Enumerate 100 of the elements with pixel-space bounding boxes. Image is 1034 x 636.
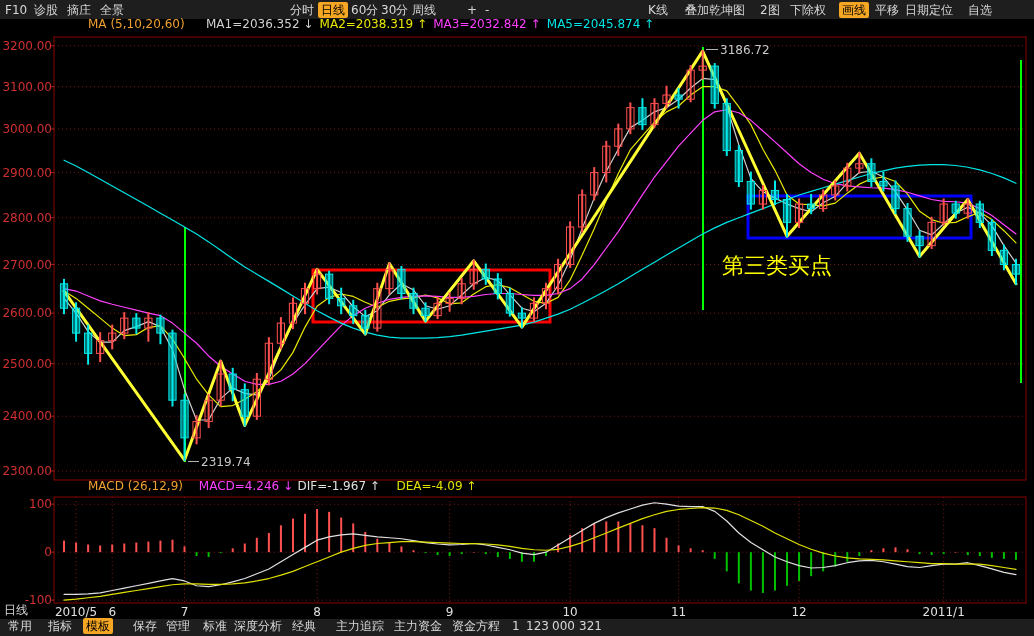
candlestick [156,314,165,345]
y-tick-label: 2700.00 [2,257,52,272]
bar [207,552,210,557]
candlestick [120,312,129,340]
text: 日线 [4,603,28,617]
candlestick [602,140,611,183]
candlestick [457,277,466,305]
candlestick [758,184,768,210]
text: F10 [5,3,28,17]
text: 叠加乾坤图 [685,3,745,17]
candlestick [168,329,177,407]
bar [532,552,535,562]
text: 下除权 [790,3,826,17]
text: 1 [512,619,520,633]
candlestick [794,198,804,228]
candlestick [337,287,346,315]
candlestick [638,98,647,130]
text: 000 [552,619,575,633]
candlestick [276,317,286,350]
bar [810,552,813,577]
candlestick [240,383,249,427]
bar [761,552,764,593]
annotation: 2319.74 [201,455,251,469]
candlestick [566,221,575,268]
bar [436,552,439,556]
candlestick [252,373,261,420]
bar [496,552,499,557]
bar [966,552,969,556]
bar [978,552,981,556]
text: 60分 [351,3,379,17]
candlestick [409,287,418,315]
bar [63,540,66,553]
text: 保存 [133,619,157,633]
bar [713,552,716,559]
bar [773,552,776,591]
text: MA5=2045.874 ↑ [546,17,655,31]
candlestick [108,324,117,350]
text: 30分 [381,3,409,17]
candlestick [325,270,334,305]
bar [858,552,861,556]
text: 深度分析 [234,619,282,633]
bar [629,523,632,553]
candlestick [469,259,478,290]
candlestick [722,98,731,156]
series-label: MACD=4.246 ↓ [198,479,294,493]
candlestick [710,63,719,109]
text: + [467,3,478,17]
x-tick-label: 10 [562,605,578,619]
candlestick [662,85,671,109]
candlestick [614,123,623,156]
x-tick-label: 7 [180,605,189,619]
bar [328,511,331,553]
text: 诊股 [34,3,58,17]
text: 自选 [968,3,992,17]
candlestick [373,282,382,332]
bar [508,552,511,559]
bar [195,552,198,556]
bar [930,552,933,556]
candlestick [553,258,563,295]
bar [990,552,993,558]
bar [171,539,174,553]
candlestick [541,282,551,310]
candlestick [204,393,213,428]
text: 主力追踪 [336,619,384,633]
bar [340,517,343,553]
candlestick [951,200,960,219]
bar [316,508,319,553]
bar [448,552,451,556]
text: 分时 [290,3,314,17]
candlestick [782,193,792,238]
candlestick [590,167,599,201]
candlestick [96,332,105,363]
candlestick [385,262,394,295]
candlestick [361,309,370,336]
candlestick [71,302,81,342]
bar [183,546,186,553]
candlestick [999,244,1009,271]
bar [798,552,801,581]
candlestick [831,180,840,201]
text: 日期定位 [905,3,953,17]
candlestick [517,307,527,329]
annotation: 3186.72 [720,43,770,57]
candlestick [421,302,430,323]
legend-title: MA (5,10,20,60) [88,17,185,31]
candlestick [1011,258,1021,285]
y-tick-label: 3100.00 [2,79,52,94]
bar [1002,552,1005,559]
candlestick [626,102,635,135]
bar [882,548,885,553]
bar [617,521,620,553]
candlestick [505,287,514,317]
candlestick [987,219,996,257]
x-tick-label: 9 [445,605,454,619]
bar [400,546,403,553]
text: DEA=-4.09 ↑ [396,479,477,493]
candlestick [963,198,972,219]
x-tick-label: 8 [313,605,321,619]
candlestick [433,297,442,320]
candlestick [397,265,406,300]
x-tick-label: 11 [670,605,687,619]
